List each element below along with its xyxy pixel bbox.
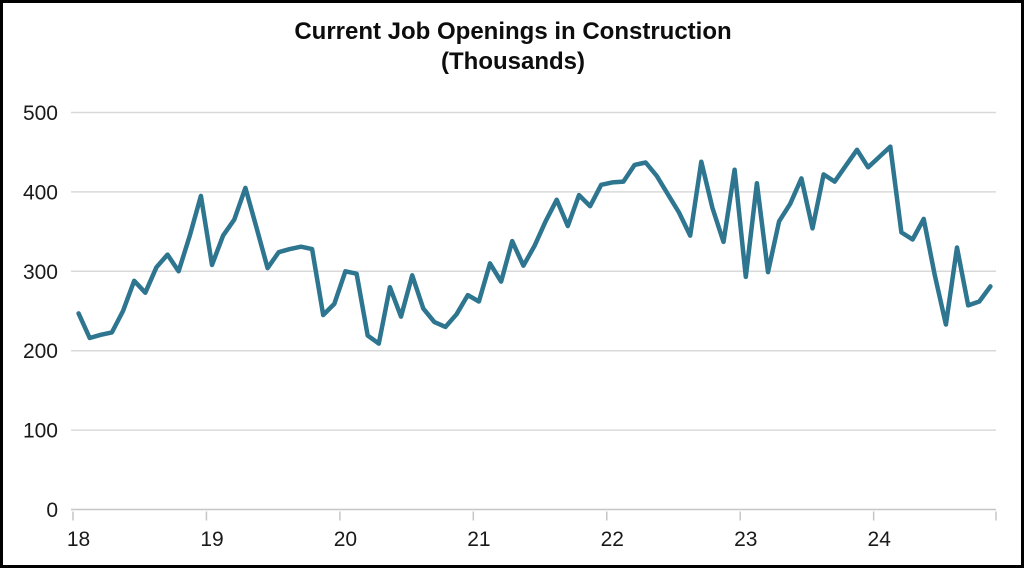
line-chart-plot: 0 100 200 300 400 500 18 19 20 21 22 23 24 bbox=[23, 102, 997, 551]
x-axis-label: 18 bbox=[67, 528, 90, 551]
x-axis-label: 19 bbox=[200, 528, 223, 551]
x-axis-label: 20 bbox=[334, 528, 357, 551]
y-axis-label: 400 bbox=[23, 181, 58, 204]
x-axis-label: 21 bbox=[467, 528, 490, 551]
chart-subtitle: (Thousands) bbox=[441, 48, 585, 75]
y-axis-label: 200 bbox=[23, 340, 58, 363]
y-axis-label: 0 bbox=[46, 499, 58, 522]
x-axis-label: 24 bbox=[868, 528, 892, 551]
y-axis-label: 100 bbox=[23, 420, 58, 443]
y-axis-label: 300 bbox=[23, 261, 58, 284]
x-axis-label: 22 bbox=[601, 528, 624, 551]
chart-title-block: Current Job Openings in Construction (Th… bbox=[3, 17, 1021, 77]
y-axis-label: 500 bbox=[23, 102, 58, 125]
chart-title: Current Job Openings in Construction bbox=[294, 18, 732, 45]
x-axis-label: 23 bbox=[734, 528, 757, 551]
job-openings-line bbox=[76, 144, 993, 346]
